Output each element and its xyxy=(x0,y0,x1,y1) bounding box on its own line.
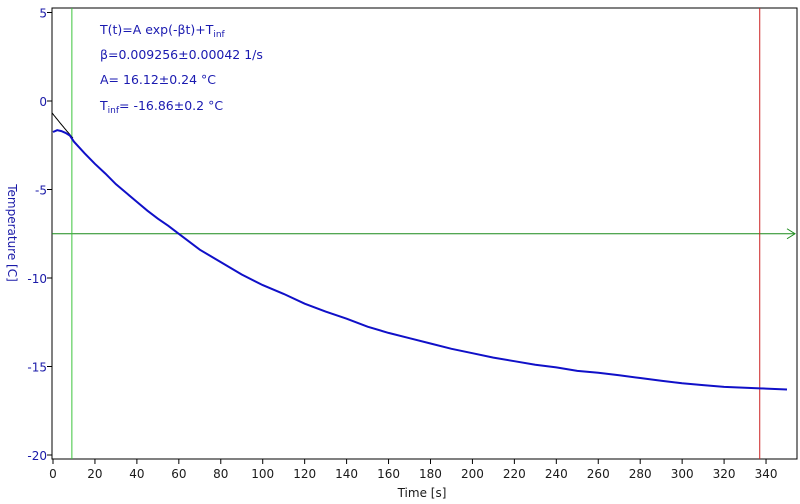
x-axis-title: Time [s] xyxy=(397,486,447,500)
y-tick-label: -20 xyxy=(27,449,47,463)
y-tick-label: -15 xyxy=(27,361,47,375)
tinf-label: Tinf= -16.86±0.2 °C xyxy=(99,98,223,116)
x-tick-label: 20 xyxy=(87,467,102,481)
x-tick-label: 160 xyxy=(377,467,400,481)
x-tick-label: 0 xyxy=(49,467,57,481)
x-tick-label: 100 xyxy=(251,467,274,481)
arrow-right-icon xyxy=(786,228,796,240)
y-tick-label: -5 xyxy=(35,184,47,198)
y-axis: 5 0 -5 -10 -15 -20 xyxy=(27,7,52,463)
x-tick-label: 280 xyxy=(629,467,652,481)
x-tick-label: 120 xyxy=(293,467,316,481)
fit-annotation: T(t)=A exp(-βt)+Tinf β=0.009256±0.00042 … xyxy=(99,22,263,116)
x-tick-label: 180 xyxy=(419,467,442,481)
x-tick-label: 260 xyxy=(587,467,610,481)
amplitude-label: A= 16.12±0.24 °C xyxy=(100,72,216,87)
y-tick-label: 5 xyxy=(39,7,47,21)
x-tick-label: 60 xyxy=(171,467,186,481)
y-tick-label: 0 xyxy=(39,95,47,109)
x-tick-label: 340 xyxy=(755,467,778,481)
data-series-line xyxy=(52,129,788,391)
beta-label: β=0.009256±0.00042 1/s xyxy=(100,47,263,62)
x-axis: 0 20 40 60 80 100 120 140 160 180 200 220 240 260 280 3… xyxy=(49,459,777,481)
x-tick-label: 80 xyxy=(213,467,228,481)
reference-lines xyxy=(52,8,796,459)
y-axis-title: Temperature [C] xyxy=(5,183,19,282)
x-tick-label: 140 xyxy=(335,467,358,481)
x-tick-label: 220 xyxy=(503,467,526,481)
x-tick-label: 300 xyxy=(671,467,694,481)
x-tick-label: 320 xyxy=(713,467,736,481)
fit-curve xyxy=(51,112,74,139)
x-tick-label: 240 xyxy=(545,467,568,481)
x-tick-label: 200 xyxy=(461,467,484,481)
formula-label: T(t)=A exp(-βt)+Tinf xyxy=(99,22,226,40)
x-tick-label: 40 xyxy=(129,467,144,481)
y-tick-label: -10 xyxy=(27,272,47,286)
